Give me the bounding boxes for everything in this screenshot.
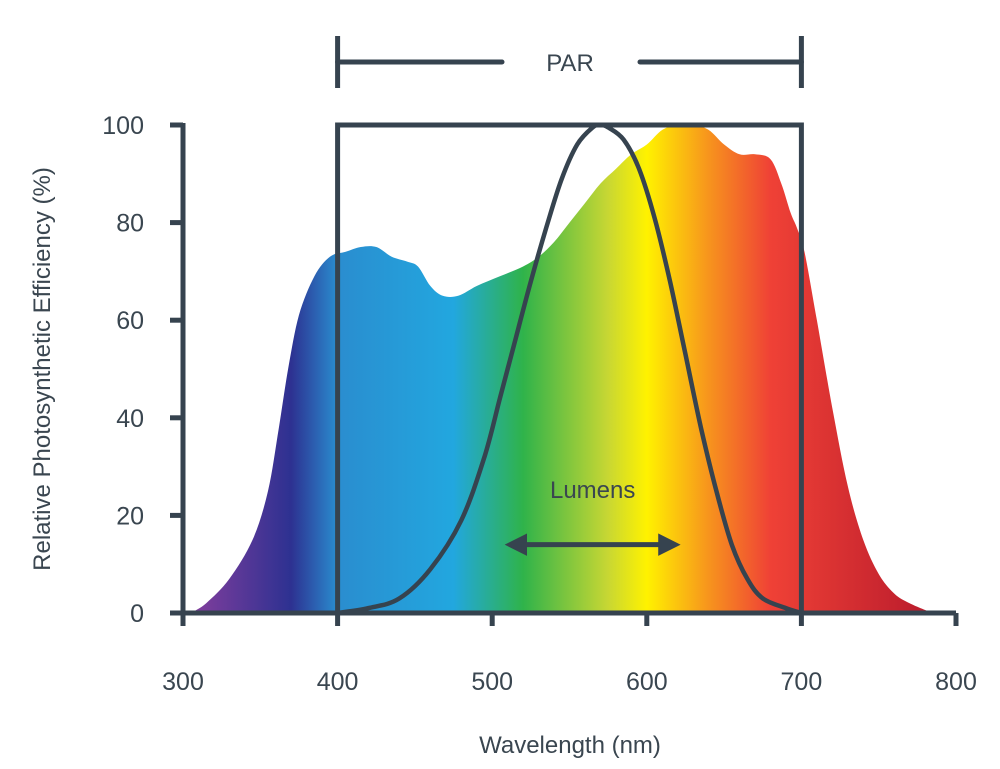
x-ticks: 300 400 500 600 700 800 bbox=[162, 613, 977, 696]
x-tick-label: 600 bbox=[626, 668, 668, 696]
lumens-label: Lumens bbox=[550, 477, 635, 504]
x-tick-label: 800 bbox=[935, 668, 977, 696]
lumens-curve bbox=[337, 122, 803, 616]
x-tick-label: 400 bbox=[317, 668, 359, 696]
x-axis-title: Wavelength (nm) bbox=[479, 732, 661, 759]
y-ticks: 0 20 40 60 80 100 bbox=[102, 112, 183, 628]
plot-area bbox=[190, 122, 933, 616]
lumens-annotation: Lumens bbox=[504, 477, 681, 556]
y-tick-label: 0 bbox=[130, 600, 144, 628]
axes: 300 400 500 600 700 800 0 20 40 60 80 100 bbox=[102, 112, 977, 696]
y-tick-label: 100 bbox=[102, 112, 144, 140]
y-tick-label: 80 bbox=[116, 210, 144, 238]
y-tick-label: 20 bbox=[116, 502, 144, 530]
y-axis-title: Relative Photosynthetic Efficiency (%) bbox=[29, 167, 56, 571]
x-tick-label: 500 bbox=[471, 668, 513, 696]
x-tick-label: 300 bbox=[162, 668, 204, 696]
par-label: PAR bbox=[546, 50, 594, 77]
y-tick-label: 40 bbox=[116, 405, 144, 433]
spectrum-area bbox=[190, 124, 933, 613]
y-tick-label: 60 bbox=[116, 307, 144, 335]
par-bracket: PAR bbox=[335, 36, 804, 88]
x-tick-label: 700 bbox=[781, 668, 823, 696]
